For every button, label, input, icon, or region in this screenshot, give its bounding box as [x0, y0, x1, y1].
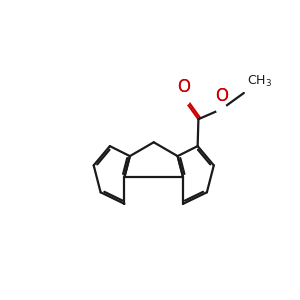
Circle shape	[179, 95, 190, 105]
Text: O: O	[215, 87, 228, 105]
Text: O: O	[177, 78, 190, 96]
Text: CH$_3$: CH$_3$	[247, 74, 272, 89]
Text: O: O	[215, 87, 228, 105]
Circle shape	[216, 104, 226, 114]
Text: O: O	[177, 78, 190, 96]
